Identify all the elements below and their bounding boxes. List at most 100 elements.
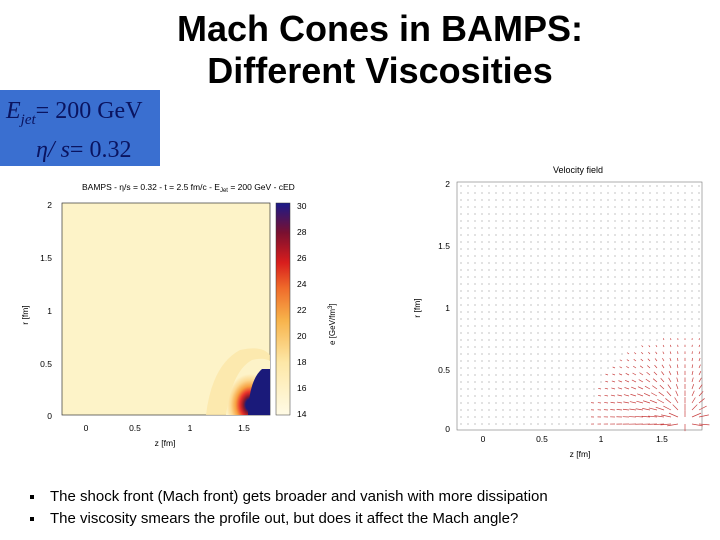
velocity-grid-dot	[481, 241, 483, 243]
velocity-grid-dot	[663, 262, 665, 264]
velocity-grid-dot	[621, 248, 623, 250]
velocity-grid-dot	[488, 367, 490, 369]
velocity-grid-dot	[670, 227, 672, 229]
velocity-grid-dot	[649, 213, 651, 215]
velocity-grid-dot	[495, 241, 497, 243]
velocity-grid-dot	[558, 353, 560, 355]
velocity-grid-dot	[495, 416, 497, 418]
velocity-grid-dot	[488, 332, 490, 334]
velocity-grid-dot	[467, 304, 469, 306]
velocity-grid-dot	[691, 241, 693, 243]
velocity-arrow	[691, 412, 702, 418]
velocity-grid-dot	[579, 360, 581, 362]
velocity-grid-dot	[642, 220, 644, 222]
velocity-grid-dot	[467, 213, 469, 215]
y-tick: 0.5	[40, 359, 52, 369]
velocity-grid-dot	[691, 290, 693, 292]
velocity-grid-dot	[572, 374, 574, 376]
velocity-grid-dot	[523, 381, 525, 383]
velocity-grid-dot	[537, 367, 539, 369]
velocity-grid-dot	[663, 255, 665, 257]
velocity-grid-dot	[530, 395, 532, 397]
velocity-grid-dot	[642, 269, 644, 271]
velocity-grid-dot	[467, 346, 469, 348]
velocity-grid-dot	[488, 262, 490, 264]
velocity-arrow	[654, 415, 665, 418]
velocity-grid-dot	[586, 248, 588, 250]
velocity-grid-dot	[677, 304, 679, 306]
velocity-grid-dot	[579, 423, 581, 425]
velocity-grid-dot	[593, 192, 595, 194]
velocity-grid-dot	[621, 199, 623, 201]
velocity-grid-dot	[558, 262, 560, 264]
velocity-grid-dot	[537, 416, 539, 418]
velocity-grid-dot	[670, 297, 672, 299]
velocity-grid-dot	[691, 304, 693, 306]
velocity-arrow	[641, 345, 644, 348]
velocity-grid-dot	[502, 234, 504, 236]
velocity-grid-dot	[649, 311, 651, 313]
velocity-grid-dot	[579, 269, 581, 271]
velocity-grid-dot	[460, 234, 462, 236]
velocity-grid-dot	[537, 297, 539, 299]
velocity-grid-dot	[558, 206, 560, 208]
velocity-grid-dot	[474, 325, 476, 327]
velocity-grid-dot	[572, 297, 574, 299]
velocity-grid-dot	[495, 248, 497, 250]
velocity-grid-dot	[642, 318, 644, 320]
velocity-arrow	[691, 357, 693, 362]
velocity-arrow	[655, 351, 658, 355]
velocity-grid-dot	[621, 332, 623, 334]
velocity-grid-dot	[621, 185, 623, 187]
velocity-grid-dot	[495, 213, 497, 215]
velocity-grid-dot	[586, 311, 588, 313]
velocity-grid-dot	[579, 395, 581, 397]
velocity-grid-dot	[607, 276, 609, 278]
velocity-grid-dot	[509, 346, 511, 348]
velocity-grid-dot	[544, 248, 546, 250]
velocity-grid-dot	[481, 332, 483, 334]
velocity-grid-dot	[558, 346, 560, 348]
velocity-grid-dot	[663, 206, 665, 208]
velocity-grid-dot	[523, 290, 525, 292]
velocity-grid-dot	[572, 395, 574, 397]
slide-title: Mach Cones in BAMPS: Different Viscositi…	[110, 8, 650, 92]
velocity-grid-dot	[565, 241, 567, 243]
velocity-grid-dot	[586, 269, 588, 271]
velocity-grid-dot	[523, 423, 525, 425]
velocity-grid-dot	[677, 332, 679, 334]
velocity-arrow	[618, 373, 623, 376]
velocity-grid-dot	[544, 325, 546, 327]
velocity-grid-dot	[698, 325, 700, 327]
velocity-grid-dot	[635, 248, 637, 250]
velocity-grid-dot	[495, 332, 497, 334]
velocity-grid-dot	[558, 402, 560, 404]
velocity-grid-dot	[600, 227, 602, 229]
velocity-grid-dot	[621, 304, 623, 306]
velocity-grid-dot	[649, 332, 651, 334]
velocity-grid-dot	[481, 402, 483, 404]
velocity-arrow	[691, 384, 695, 390]
velocity-grid-dot	[698, 206, 700, 208]
velocity-grid-dot	[502, 297, 504, 299]
velocity-grid-dot	[481, 213, 483, 215]
velocity-grid-dot	[495, 402, 497, 404]
velocity-grid-dot	[481, 255, 483, 257]
velocity-grid-dot	[467, 381, 469, 383]
velocity-grid-dot	[523, 234, 525, 236]
velocity-grid-dot	[600, 325, 602, 327]
velocity-grid-dot	[565, 367, 567, 369]
velocity-grid-dot	[530, 290, 532, 292]
velocity-grid-dot	[607, 297, 609, 299]
velocity-grid-dot	[600, 332, 602, 334]
velocity-arrow	[654, 358, 658, 362]
velocity-grid-dot	[586, 360, 588, 362]
velocity-grid-dot	[523, 199, 525, 201]
velocity-grid-dot	[565, 297, 567, 299]
velocity-grid-dot	[551, 318, 553, 320]
velocity-grid-dot	[586, 220, 588, 222]
velocity-grid-dot	[488, 241, 490, 243]
velocity-grid-dot	[572, 185, 574, 187]
velocity-grid-dot	[572, 248, 574, 250]
velocity-grid-dot	[593, 346, 595, 348]
